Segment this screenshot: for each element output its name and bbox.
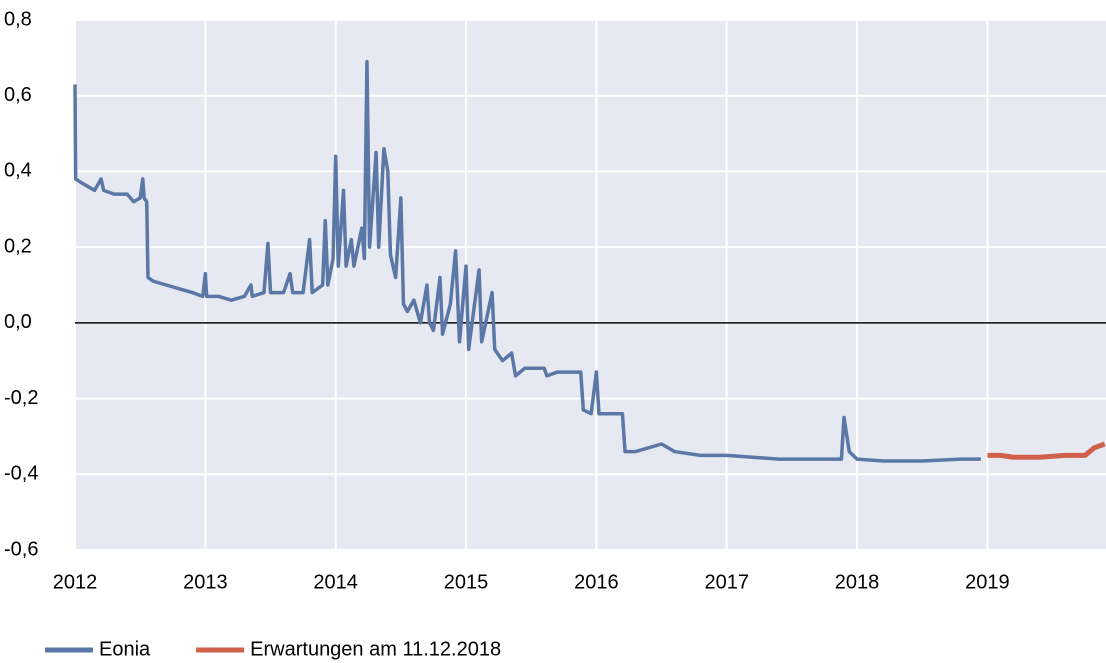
y-tick-label: 0,8 <box>4 8 32 30</box>
x-tick-label: 2015 <box>444 571 489 593</box>
line-series <box>987 441 1106 460</box>
y-tick-label: 0,0 <box>4 311 32 333</box>
y-tick-label: 0,4 <box>4 160 32 182</box>
line-series <box>73 59 981 463</box>
legend-label: Eonia <box>99 638 151 660</box>
plot-background <box>75 20 1106 550</box>
y-tick-label: 0,6 <box>4 84 32 106</box>
x-tick-label: 2013 <box>183 571 228 593</box>
x-tick-label: 2014 <box>313 571 358 593</box>
y-tick-label: 0,2 <box>4 235 32 257</box>
x-tick-label: 2019 <box>965 571 1010 593</box>
y-tick-label: -0,6 <box>4 538 38 560</box>
x-tick-label: 2018 <box>835 571 880 593</box>
x-tick-label: 2012 <box>53 571 98 593</box>
y-tick-label: -0,2 <box>4 387 38 409</box>
x-tick-label: 2017 <box>704 571 749 593</box>
legend-label: Erwartungen am 11.12.2018 <box>250 638 501 660</box>
y-tick-label: -0,4 <box>4 463 38 485</box>
x-tick-label: 2016 <box>574 571 619 593</box>
